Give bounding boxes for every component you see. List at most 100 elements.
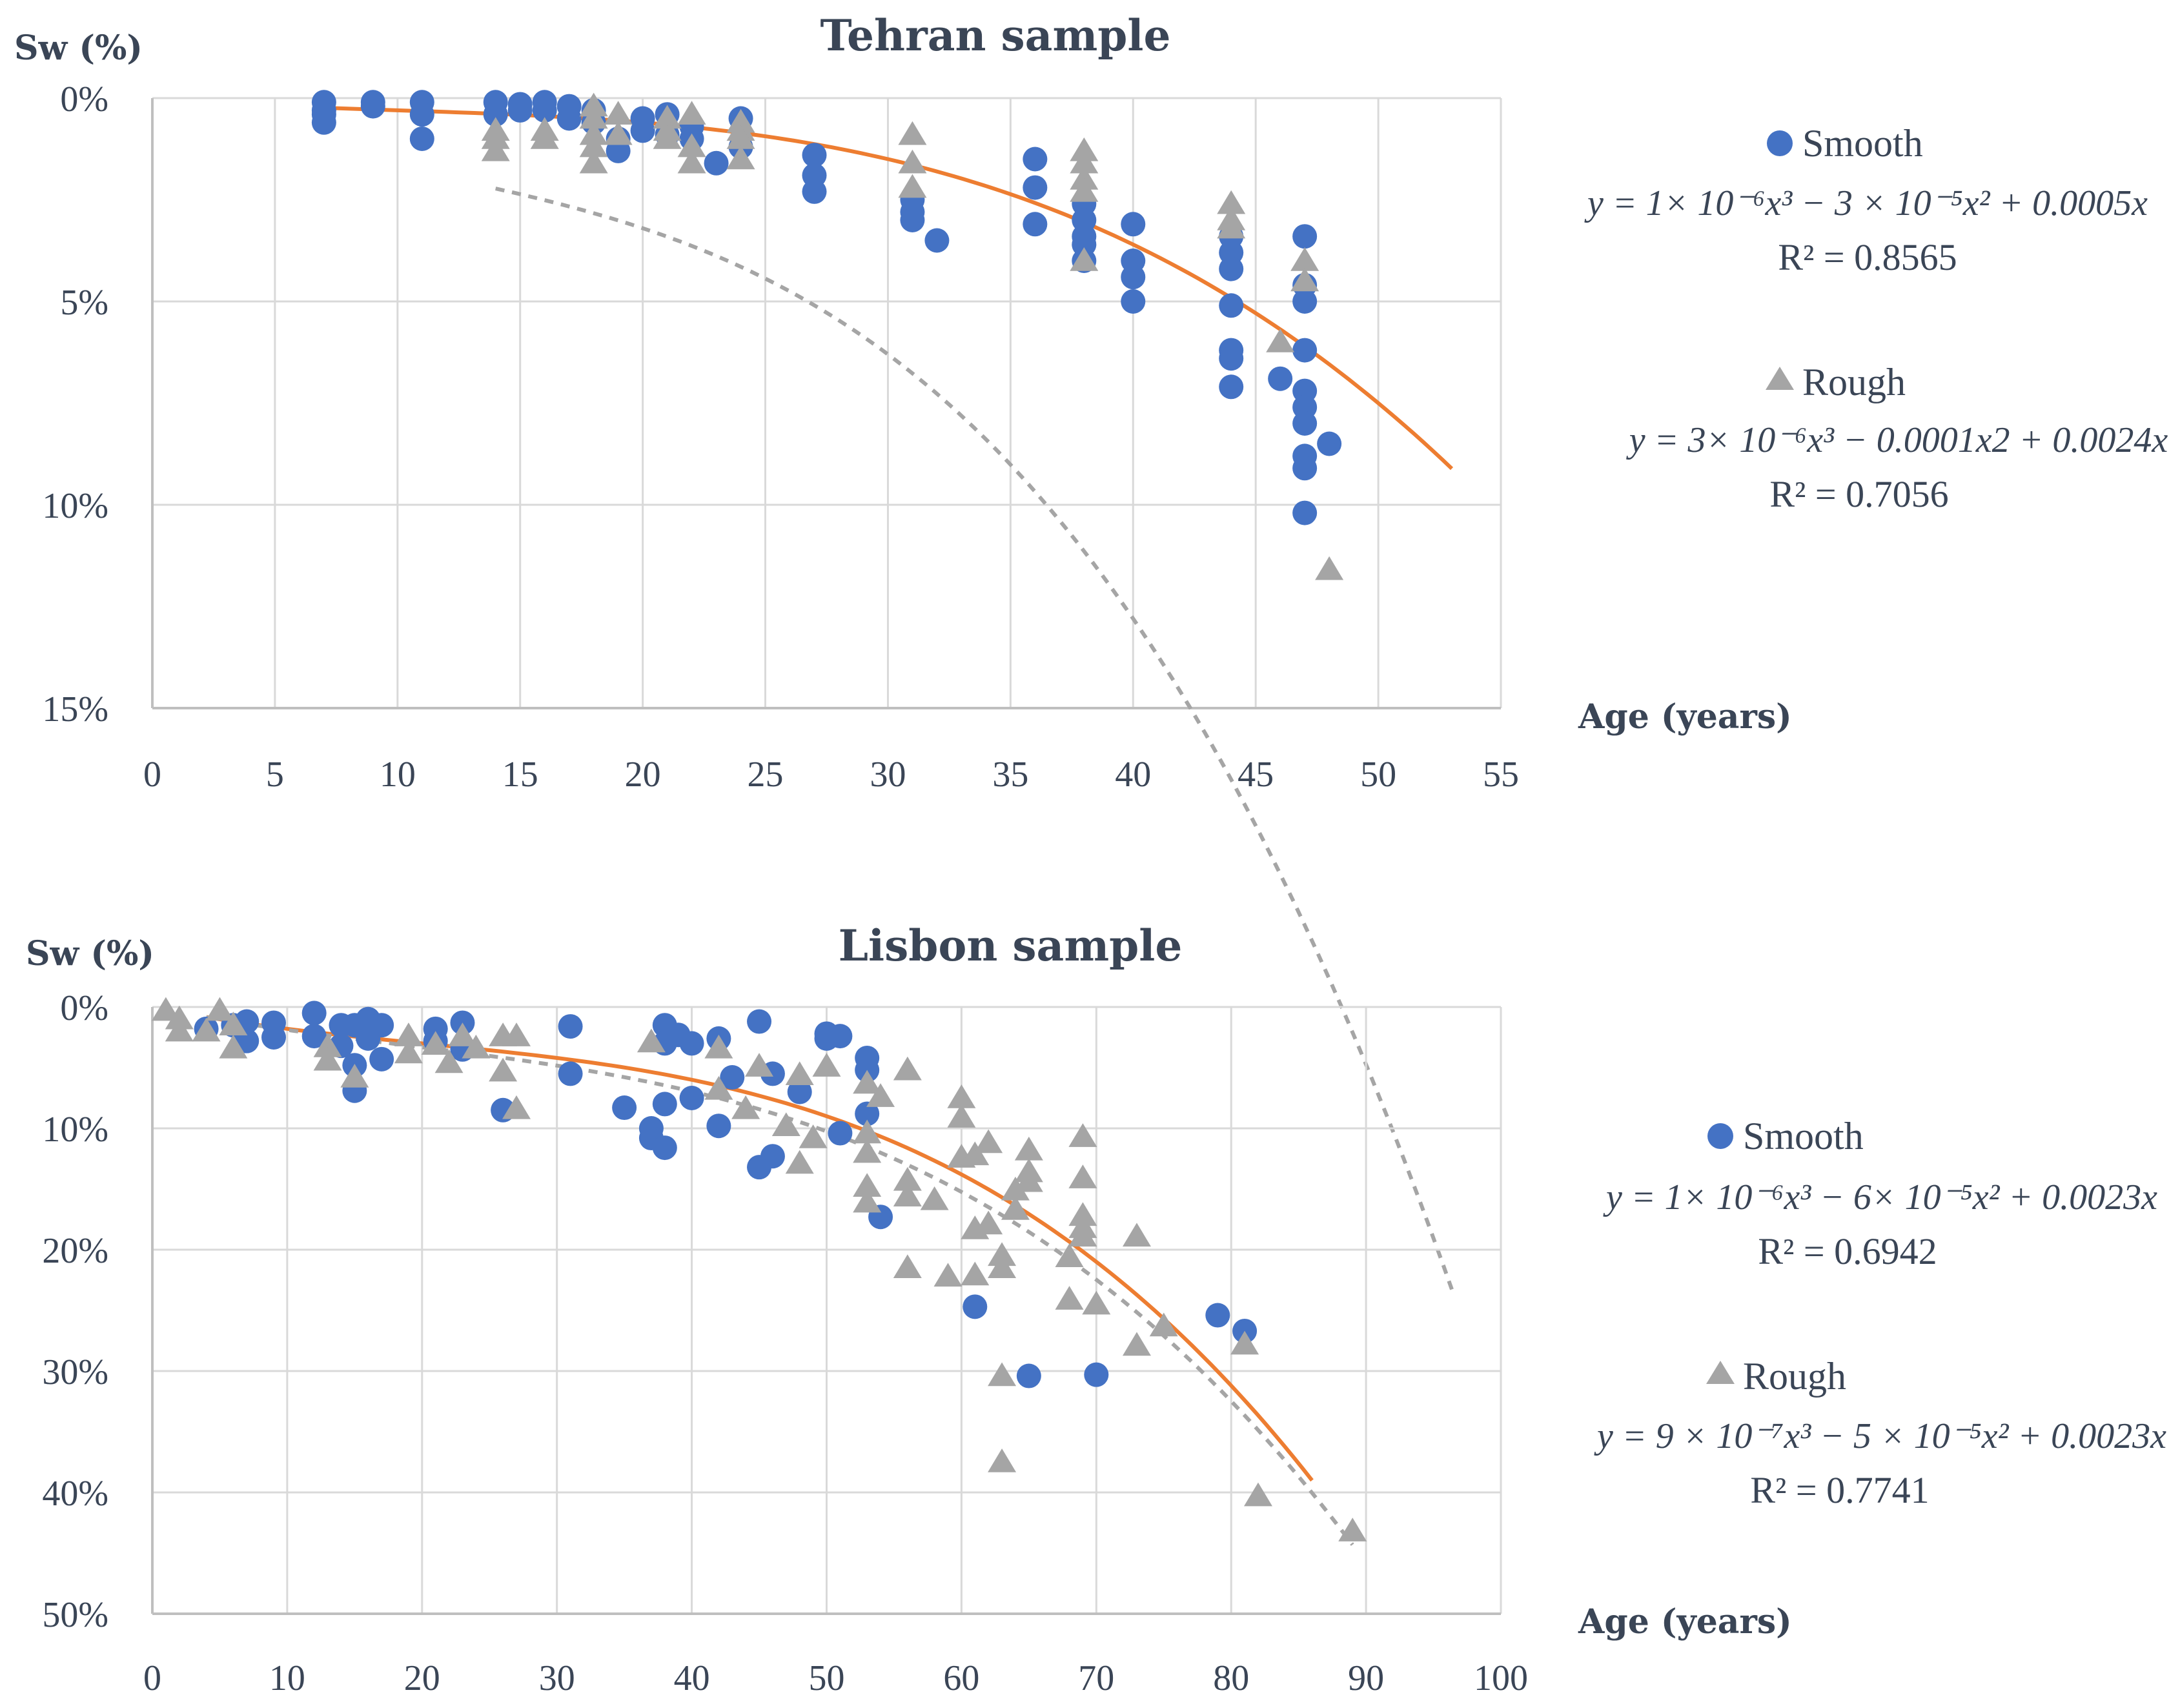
rough-point	[677, 149, 706, 174]
rough-point	[947, 1104, 976, 1128]
smooth-point	[1121, 289, 1146, 314]
rough-point	[481, 125, 510, 149]
gridlines	[151, 97, 1502, 709]
smooth-point	[704, 150, 729, 176]
rough-point	[1001, 1195, 1030, 1220]
smooth-point	[1219, 346, 1244, 371]
smooth-point	[1292, 500, 1318, 525]
rough-trend-equation: y = 3× 10⁻⁶x³ − 0.0001x2 + 0.0024x	[1626, 420, 2168, 460]
smooth-point	[1016, 1363, 1041, 1388]
data-points	[151, 997, 1367, 1541]
rough-point	[1070, 166, 1099, 190]
rough-point	[677, 133, 706, 158]
x-tick-label: 5	[266, 755, 284, 795]
rough-point	[502, 1095, 531, 1119]
x-tick-label: 60	[943, 1658, 979, 1698]
smooth-point	[706, 1113, 731, 1139]
smooth-point	[924, 228, 950, 253]
smooth-point	[802, 143, 827, 168]
rough-point	[726, 145, 755, 170]
rough-point	[192, 1017, 221, 1042]
rough-point	[205, 997, 234, 1021]
rough-point	[785, 1150, 814, 1174]
smooth-point	[747, 1009, 772, 1034]
smooth-point	[1268, 366, 1293, 391]
rough-point	[1070, 178, 1099, 202]
x-tick-label: 50	[809, 1658, 845, 1698]
smooth-point	[760, 1144, 785, 1169]
smooth-point	[311, 110, 336, 135]
rough-point	[704, 1075, 733, 1100]
smooth-point	[1023, 212, 1048, 237]
smooth-point	[900, 208, 925, 232]
y-tick-label: 30%	[42, 1352, 108, 1392]
smooth-point	[720, 1065, 745, 1090]
smooth-point	[828, 1121, 853, 1146]
rough-point	[677, 101, 706, 125]
gridlines	[151, 1006, 1502, 1615]
rough-point	[745, 1053, 774, 1077]
smooth-point	[679, 1086, 704, 1110]
chart-title: Lisbon sample	[839, 920, 1183, 971]
smooth-trend-equation: y = 1× 10⁻⁶x³ − 3 × 10⁻⁵x² + 0.0005x	[1584, 183, 2148, 223]
rough-point	[988, 1242, 1017, 1266]
rough-trendline	[495, 187, 1454, 1290]
rough-point	[1243, 1482, 1272, 1507]
rough-point	[604, 121, 633, 145]
smooth-trendline	[206, 1015, 1314, 1482]
rough-point	[988, 1254, 1017, 1278]
smooth-point	[1023, 175, 1048, 200]
rough-point	[1055, 1286, 1084, 1310]
smooth-point	[652, 1092, 677, 1117]
rough-point	[1068, 1164, 1097, 1188]
rough-point	[434, 1049, 464, 1073]
rough-trend-r2: R² = 0.7056	[1769, 473, 1948, 515]
rough-point	[947, 1084, 976, 1108]
y-tick-label: 40%	[42, 1474, 108, 1514]
y-tick-labels: 0% 5% 10% 15%	[42, 79, 108, 729]
y-tick-label: 10%	[42, 486, 108, 526]
rough-point	[853, 1188, 882, 1213]
smooth-point	[1219, 293, 1244, 318]
x-axis-label: Age (years)	[1578, 1602, 1792, 1642]
rough-point	[579, 121, 608, 145]
rough-point	[853, 1119, 882, 1144]
smooth-point	[1292, 224, 1318, 249]
rough-point	[1290, 267, 1319, 292]
smooth-point	[679, 1031, 704, 1056]
rough-point	[579, 149, 608, 174]
smooth-point	[612, 1095, 637, 1121]
legend-smooth-label: Smooth	[1802, 122, 1923, 165]
rough-point	[219, 1012, 248, 1035]
x-tick-label: 15	[502, 755, 538, 795]
smooth-point	[630, 118, 655, 143]
data-points	[311, 90, 1344, 580]
rough-point	[489, 1057, 518, 1082]
smooth-point	[1219, 256, 1244, 281]
smooth-point	[1121, 212, 1146, 237]
smooth-point	[369, 1046, 394, 1072]
rough-point	[313, 1033, 342, 1057]
rough-point	[893, 1166, 922, 1191]
rough-point	[731, 1095, 760, 1119]
x-tick-label: 55	[1483, 755, 1519, 795]
y-tick-labels: 0% 10% 20% 30% 40% 50%	[42, 988, 108, 1635]
x-tick-label: 40	[674, 1658, 710, 1698]
smooth-point	[558, 1014, 583, 1039]
x-tick-label: 0	[143, 755, 161, 795]
rough-point	[898, 121, 927, 145]
rough-point	[604, 101, 633, 125]
smooth-trend-r2: R² = 0.8565	[1778, 236, 1957, 278]
x-tick-label: 50	[1360, 755, 1396, 795]
smooth-point	[855, 1101, 880, 1126]
y-tick-label: 10%	[42, 1110, 108, 1150]
chart-title: Tehran sample	[820, 10, 1171, 61]
legend-smooth-label: Smooth	[1743, 1115, 1864, 1157]
y-tick-label: 0%	[60, 79, 108, 119]
smooth-point	[409, 127, 434, 151]
rough-point	[1217, 214, 1246, 239]
smooth-trend-r2: R² = 0.6942	[1758, 1230, 1937, 1272]
legend-rough-marker	[1706, 1361, 1735, 1384]
rough-point	[799, 1124, 828, 1148]
